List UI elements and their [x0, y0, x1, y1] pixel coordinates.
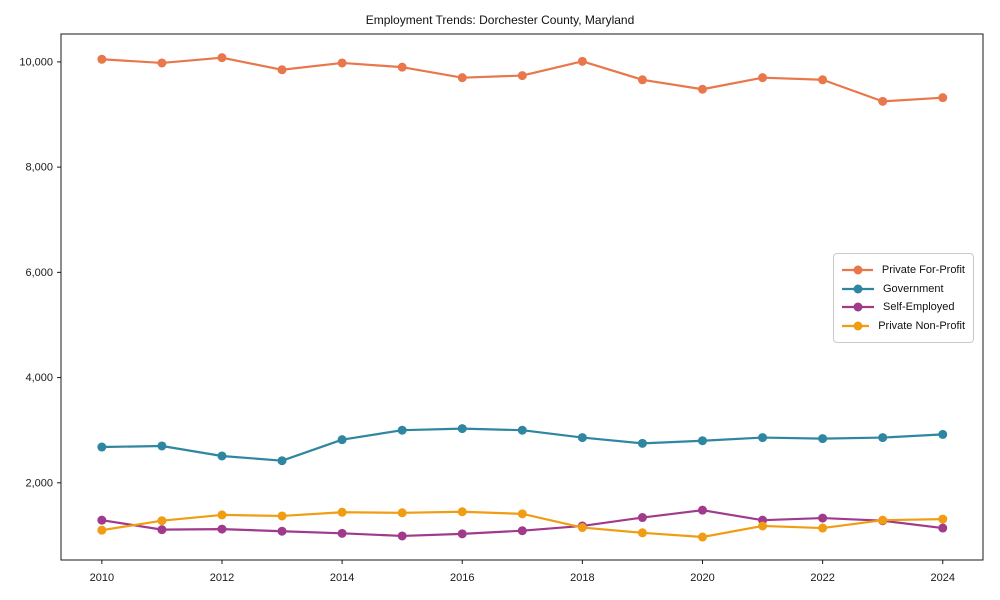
data-point-private-non-profit — [157, 516, 167, 526]
data-point-private-non-profit — [938, 514, 948, 524]
data-point-self-employed — [697, 505, 707, 515]
legend-item-private-non-profit: Private Non-Profit — [842, 320, 965, 332]
legend-label: Private Non-Profit — [878, 320, 965, 333]
legend-marker-icon — [842, 265, 873, 275]
data-point-self-employed — [457, 529, 467, 539]
data-point-self-employed — [217, 524, 227, 534]
axes-frame — [60, 33, 984, 561]
x-tick-label: 2018 — [570, 572, 594, 584]
data-point-government — [157, 441, 167, 451]
chart-title: Employment Trends: Dorchester County, Ma… — [365, 13, 635, 27]
legend-label: Government — [883, 282, 944, 295]
data-point-self-employed — [397, 531, 407, 541]
data-point-private-non-profit — [637, 528, 647, 538]
y-tick-label: 2,000 — [25, 477, 53, 489]
x-tick-label: 2014 — [330, 572, 354, 584]
data-point-private-for-profit — [758, 73, 768, 83]
data-point-government — [397, 425, 407, 435]
data-point-self-employed — [277, 526, 287, 536]
data-point-government — [277, 456, 287, 466]
data-point-government — [818, 434, 828, 444]
data-point-self-employed — [157, 525, 167, 535]
x-tick-label: 2016 — [450, 572, 474, 584]
data-point-private-non-profit — [818, 523, 828, 533]
legend-marker-icon — [842, 321, 870, 331]
data-point-private-for-profit — [697, 84, 707, 94]
data-point-private-non-profit — [697, 532, 707, 542]
x-tick-label: 2022 — [810, 572, 834, 584]
data-point-government — [97, 442, 107, 452]
data-point-private-non-profit — [517, 509, 527, 519]
data-point-private-for-profit — [637, 75, 647, 85]
data-point-private-for-profit — [818, 75, 828, 85]
data-point-private-for-profit — [878, 96, 888, 106]
data-point-government — [217, 451, 227, 461]
data-point-private-non-profit — [337, 507, 347, 517]
legend-label: Self-Employed — [883, 301, 955, 314]
data-point-government — [697, 436, 707, 446]
data-point-self-employed — [938, 523, 948, 533]
data-point-government — [457, 424, 467, 434]
data-point-government — [337, 435, 347, 445]
data-point-private-non-profit — [217, 510, 227, 520]
data-point-private-for-profit — [938, 93, 948, 103]
y-tick-label: 8,000 — [25, 162, 53, 174]
legend-marker-icon — [842, 302, 874, 312]
legend-item-self-employed: Self-Employed — [842, 301, 965, 313]
data-point-private-non-profit — [758, 521, 768, 531]
x-tick-label: 2020 — [690, 572, 714, 584]
x-tick-label: 2012 — [210, 572, 234, 584]
data-point-self-employed — [517, 526, 527, 536]
data-point-private-for-profit — [217, 53, 227, 63]
legend-item-government: Government — [842, 283, 965, 295]
data-point-private-for-profit — [277, 65, 287, 75]
legend-marker-icon — [842, 284, 874, 294]
data-point-private-for-profit — [157, 58, 167, 68]
data-point-government — [637, 438, 647, 448]
data-point-self-employed — [637, 513, 647, 523]
data-point-self-employed — [97, 515, 107, 525]
data-point-government — [878, 433, 888, 443]
data-point-government — [577, 433, 587, 443]
data-point-self-employed — [818, 513, 828, 523]
data-point-government — [938, 429, 948, 439]
data-point-private-non-profit — [878, 515, 888, 525]
data-point-private-for-profit — [577, 56, 587, 66]
legend: Private For-Profit Government Self-Employe… — [833, 253, 974, 343]
data-point-private-for-profit — [397, 62, 407, 72]
data-point-private-non-profit — [577, 523, 587, 533]
y-tick-label: 4,000 — [25, 372, 53, 384]
data-point-private-for-profit — [97, 54, 107, 64]
x-tick-label: 2024 — [931, 572, 955, 584]
y-tick-label: 10,000 — [19, 56, 53, 68]
data-point-private-non-profit — [397, 508, 407, 518]
data-point-private-non-profit — [277, 511, 287, 521]
data-point-private-for-profit — [517, 71, 527, 81]
y-tick-label: 6,000 — [25, 267, 53, 279]
data-point-self-employed — [337, 528, 347, 538]
data-point-private-non-profit — [457, 507, 467, 517]
data-point-government — [758, 433, 768, 443]
legend-label: Private For-Profit — [881, 263, 965, 276]
legend-item-private-for-profit: Private For-Profit — [842, 264, 965, 276]
x-tick-label: 2010 — [90, 572, 114, 584]
data-point-private-non-profit — [97, 525, 107, 535]
data-point-private-for-profit — [457, 73, 467, 83]
data-point-government — [517, 425, 527, 435]
data-point-private-for-profit — [337, 58, 347, 68]
